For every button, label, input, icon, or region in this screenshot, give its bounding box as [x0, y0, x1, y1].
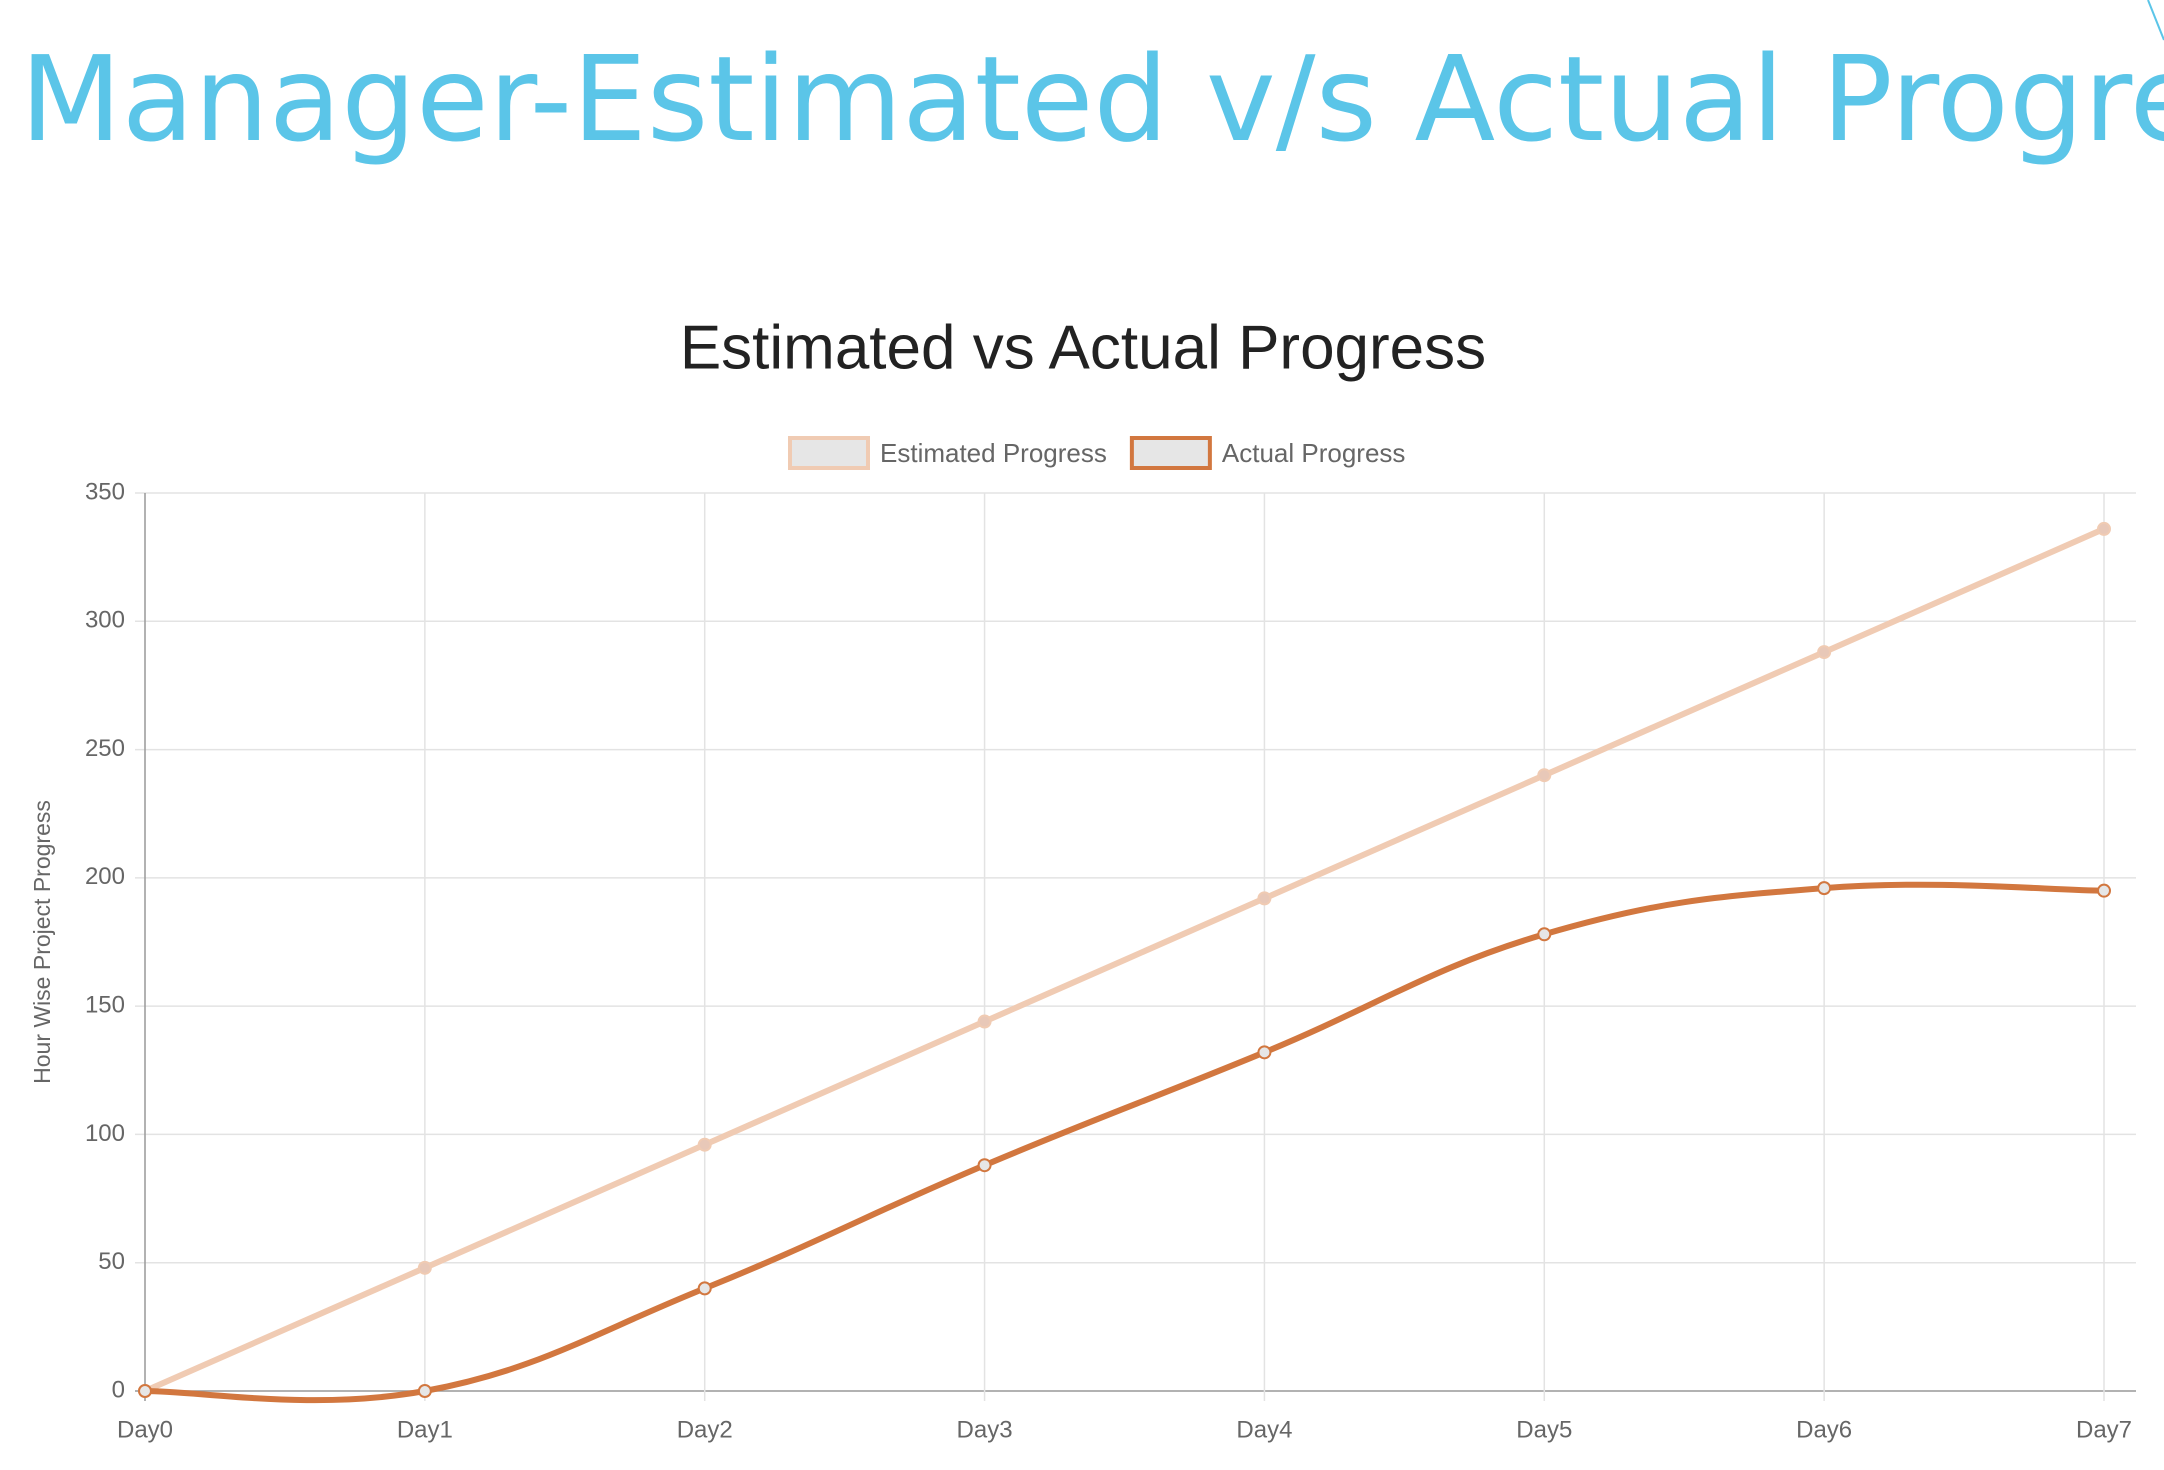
point: [2097, 883, 2111, 898]
point: [1257, 891, 1272, 906]
point: [1817, 645, 1832, 660]
point: [2097, 521, 2111, 536]
y-tick-label: 250: [85, 735, 125, 762]
y-tick-label: 100: [85, 1120, 125, 1147]
x-tick-label: Day7: [2076, 1416, 2132, 1443]
slide-title: Manager-Estimated v/s Actual Progress: [20, 30, 2164, 168]
point: [138, 1384, 152, 1398]
y-tick-label: 200: [85, 863, 125, 890]
x-tick-label: Day4: [1236, 1416, 1292, 1443]
y-tick-label: 350: [85, 478, 125, 505]
x-tick-label: Day5: [1516, 1416, 1572, 1443]
point: [1537, 768, 1552, 783]
point: [1257, 1045, 1272, 1060]
point: [977, 1158, 992, 1173]
y-axis-label: Hour Wise Project Progress: [29, 800, 55, 1084]
point: [1537, 927, 1552, 942]
legend-swatch: [1129, 436, 1212, 470]
series-line: [144, 881, 2105, 1404]
x-tick-label: Day3: [957, 1416, 1013, 1443]
series-line: [143, 526, 2106, 1394]
legend-label: Estimated Progress: [880, 438, 1107, 468]
point: [697, 1281, 712, 1296]
decoration: [2147, 0, 2164, 41]
point: [1817, 881, 1832, 896]
x-tick-label: Day1: [397, 1416, 453, 1443]
x-tick-label: Day0: [117, 1416, 173, 1443]
legend-swatch: [788, 436, 870, 470]
y-tick-label: 0: [112, 1376, 125, 1403]
point: [417, 1260, 432, 1275]
legend-label: Actual Progress: [1222, 438, 1406, 468]
y-tick-label: 150: [85, 991, 125, 1018]
point: [697, 1137, 712, 1152]
point: [977, 1014, 992, 1029]
x-tick-label: Day6: [1796, 1416, 1852, 1443]
y-tick-label: 300: [85, 607, 125, 634]
point: [417, 1384, 432, 1398]
legend: Estimated Progress Actual Progress: [788, 436, 1406, 470]
x-tick-label: Day2: [677, 1416, 733, 1443]
y-tick-label: 50: [98, 1248, 125, 1275]
chart-title: Estimated vs Actual Progress: [680, 313, 1486, 382]
